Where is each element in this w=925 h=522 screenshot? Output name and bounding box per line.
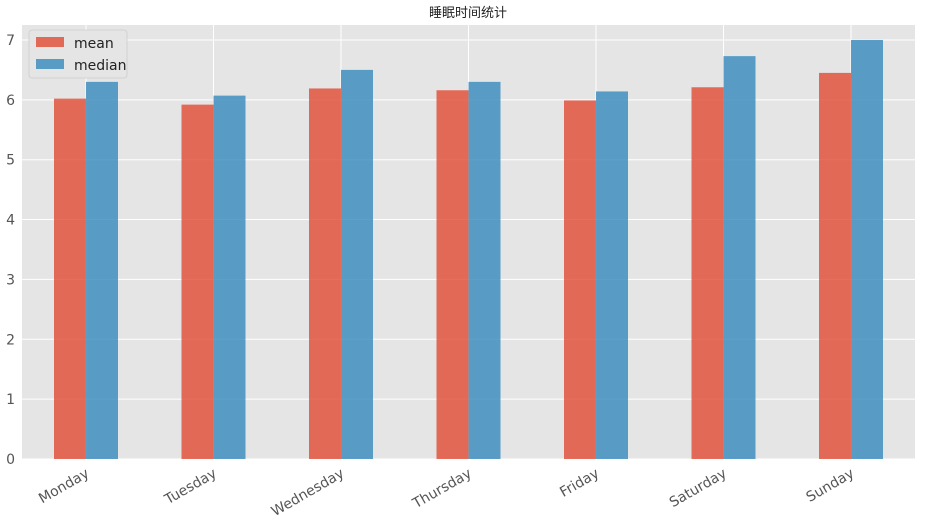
legend-label-median: median: [74, 58, 126, 74]
y-tick-label: 1: [6, 392, 15, 408]
legend-swatch-mean: [36, 37, 64, 47]
x-tick-label-sunday: Sunday: [804, 466, 857, 506]
bar-median-thursday: [468, 81, 501, 460]
y-tick-label: 3: [6, 272, 15, 288]
bars: [54, 39, 883, 460]
bar-mean-saturday: [691, 87, 724, 459]
y-tick-label: 6: [6, 93, 15, 109]
x-tick-label-thursday: Thursday: [409, 466, 474, 513]
bar-mean-thursday: [436, 90, 469, 459]
x-tick-label-tuesday: Tuesday: [161, 466, 219, 509]
y-tick-label: 4: [6, 213, 15, 229]
y-tick-label: 0: [6, 452, 15, 468]
bar-mean-wednesday: [309, 88, 341, 459]
x-axis: Monday Tuesday Wednesday Thursday Friday Satu…: [36, 466, 857, 520]
bar-mean-tuesday: [181, 104, 214, 460]
legend-swatch-median: [36, 59, 64, 69]
bar-mean-sunday: [819, 72, 851, 460]
x-tick-label-friday: Friday: [557, 466, 602, 501]
bar-median-friday: [596, 91, 628, 459]
bar-mean-friday: [564, 100, 596, 459]
bar-median-wednesday: [341, 69, 373, 460]
y-axis: 0 1 2 3 4 5 6 7: [6, 33, 15, 468]
x-tick-label-saturday: Saturday: [667, 466, 730, 511]
bar-median-tuesday: [213, 95, 246, 459]
legend: mean median: [28, 29, 128, 79]
y-tick-label: 7: [6, 33, 15, 49]
bar-median-monday: [86, 81, 118, 460]
bar-median-sunday: [851, 39, 883, 460]
x-tick-label-wednesday: Wednesday: [269, 466, 347, 520]
y-tick-label: 5: [6, 153, 15, 169]
chart-title: 睡眠时间统计: [429, 6, 507, 21]
legend-label-mean: mean: [74, 36, 114, 52]
x-tick-label-monday: Monday: [36, 466, 92, 507]
bar-median-saturday: [723, 56, 756, 460]
y-tick-label: 2: [6, 332, 15, 348]
bar-mean-monday: [54, 98, 86, 460]
